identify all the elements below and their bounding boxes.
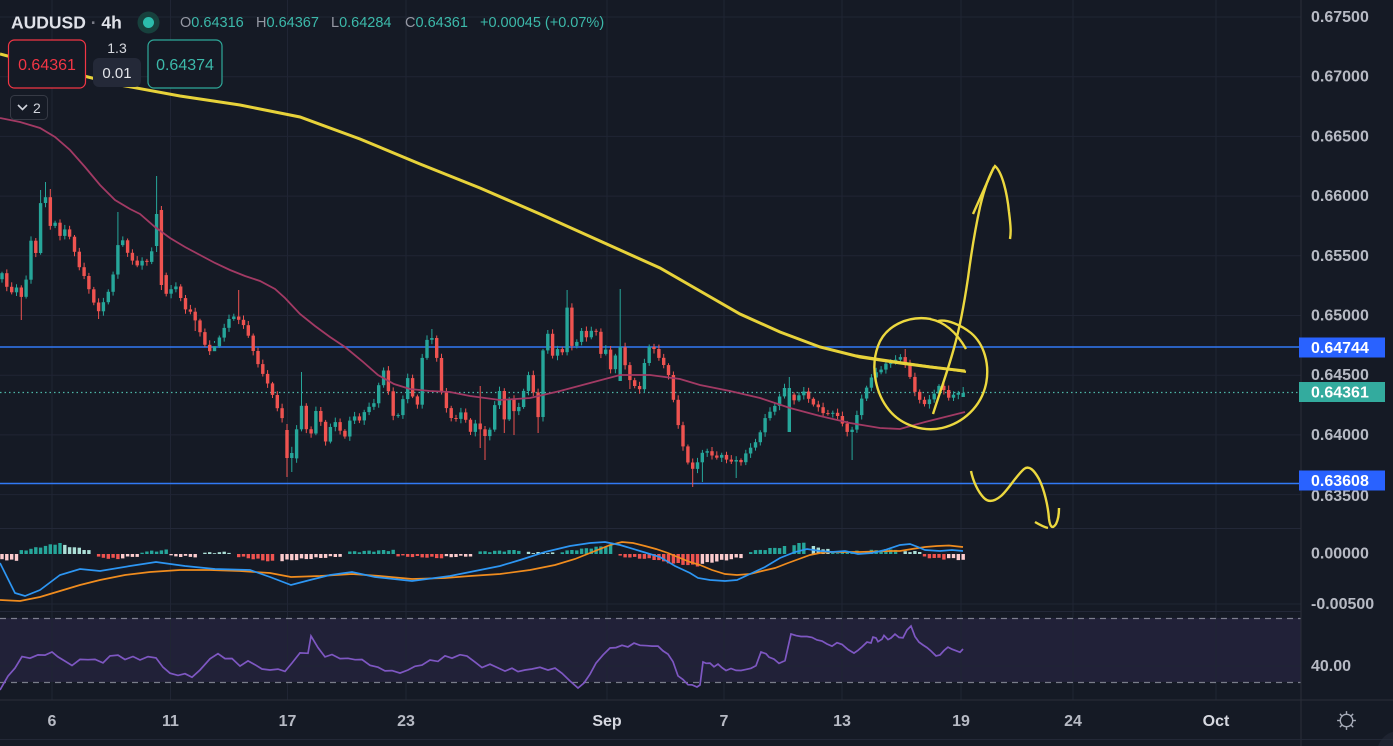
svg-text:0.64000: 0.64000 xyxy=(1311,427,1369,444)
svg-text:0.64744: 0.64744 xyxy=(1311,340,1369,357)
svg-text:0.00000: 0.00000 xyxy=(1311,546,1369,563)
svg-text:Oct: Oct xyxy=(1203,713,1230,730)
svg-text:7: 7 xyxy=(720,713,729,730)
svg-text:C0.64361: C0.64361 xyxy=(405,15,468,31)
svg-text:0.66500: 0.66500 xyxy=(1311,128,1369,145)
svg-text:1.3: 1.3 xyxy=(107,40,127,56)
svg-text:AUDUSD · 4h: AUDUSD · 4h xyxy=(11,13,122,33)
svg-text:0.64500: 0.64500 xyxy=(1311,367,1369,384)
svg-text:0.63500: 0.63500 xyxy=(1311,488,1369,505)
svg-text:O0.64316: O0.64316 xyxy=(180,15,244,31)
svg-text:0.64361: 0.64361 xyxy=(18,57,76,74)
svg-text:6: 6 xyxy=(48,713,57,730)
svg-text:24: 24 xyxy=(1064,713,1082,730)
svg-text:0.67500: 0.67500 xyxy=(1311,9,1369,26)
svg-text:40.00: 40.00 xyxy=(1311,658,1351,675)
svg-text:2: 2 xyxy=(33,100,41,116)
svg-text:11: 11 xyxy=(162,713,179,730)
svg-text:+0.00045 (+0.07%): +0.00045 (+0.07%) xyxy=(480,15,604,31)
svg-text:0.64361: 0.64361 xyxy=(1311,385,1369,402)
svg-text:0.67000: 0.67000 xyxy=(1311,69,1369,86)
svg-text:L0.64284: L0.64284 xyxy=(331,15,392,31)
svg-text:-0.00500: -0.00500 xyxy=(1311,596,1374,613)
svg-text:17: 17 xyxy=(279,713,297,730)
svg-text:23: 23 xyxy=(397,713,415,730)
svg-text:19: 19 xyxy=(952,713,970,730)
svg-text:Sep: Sep xyxy=(592,713,622,730)
svg-text:H0.64367: H0.64367 xyxy=(256,15,319,31)
svg-text:0.64374: 0.64374 xyxy=(156,57,214,74)
svg-text:13: 13 xyxy=(833,713,851,730)
svg-text:0.01: 0.01 xyxy=(102,65,131,82)
svg-text:0.65500: 0.65500 xyxy=(1311,248,1369,265)
svg-text:0.66000: 0.66000 xyxy=(1311,188,1369,205)
svg-text:0.63608: 0.63608 xyxy=(1311,473,1369,490)
svg-text:0.65000: 0.65000 xyxy=(1311,308,1369,325)
